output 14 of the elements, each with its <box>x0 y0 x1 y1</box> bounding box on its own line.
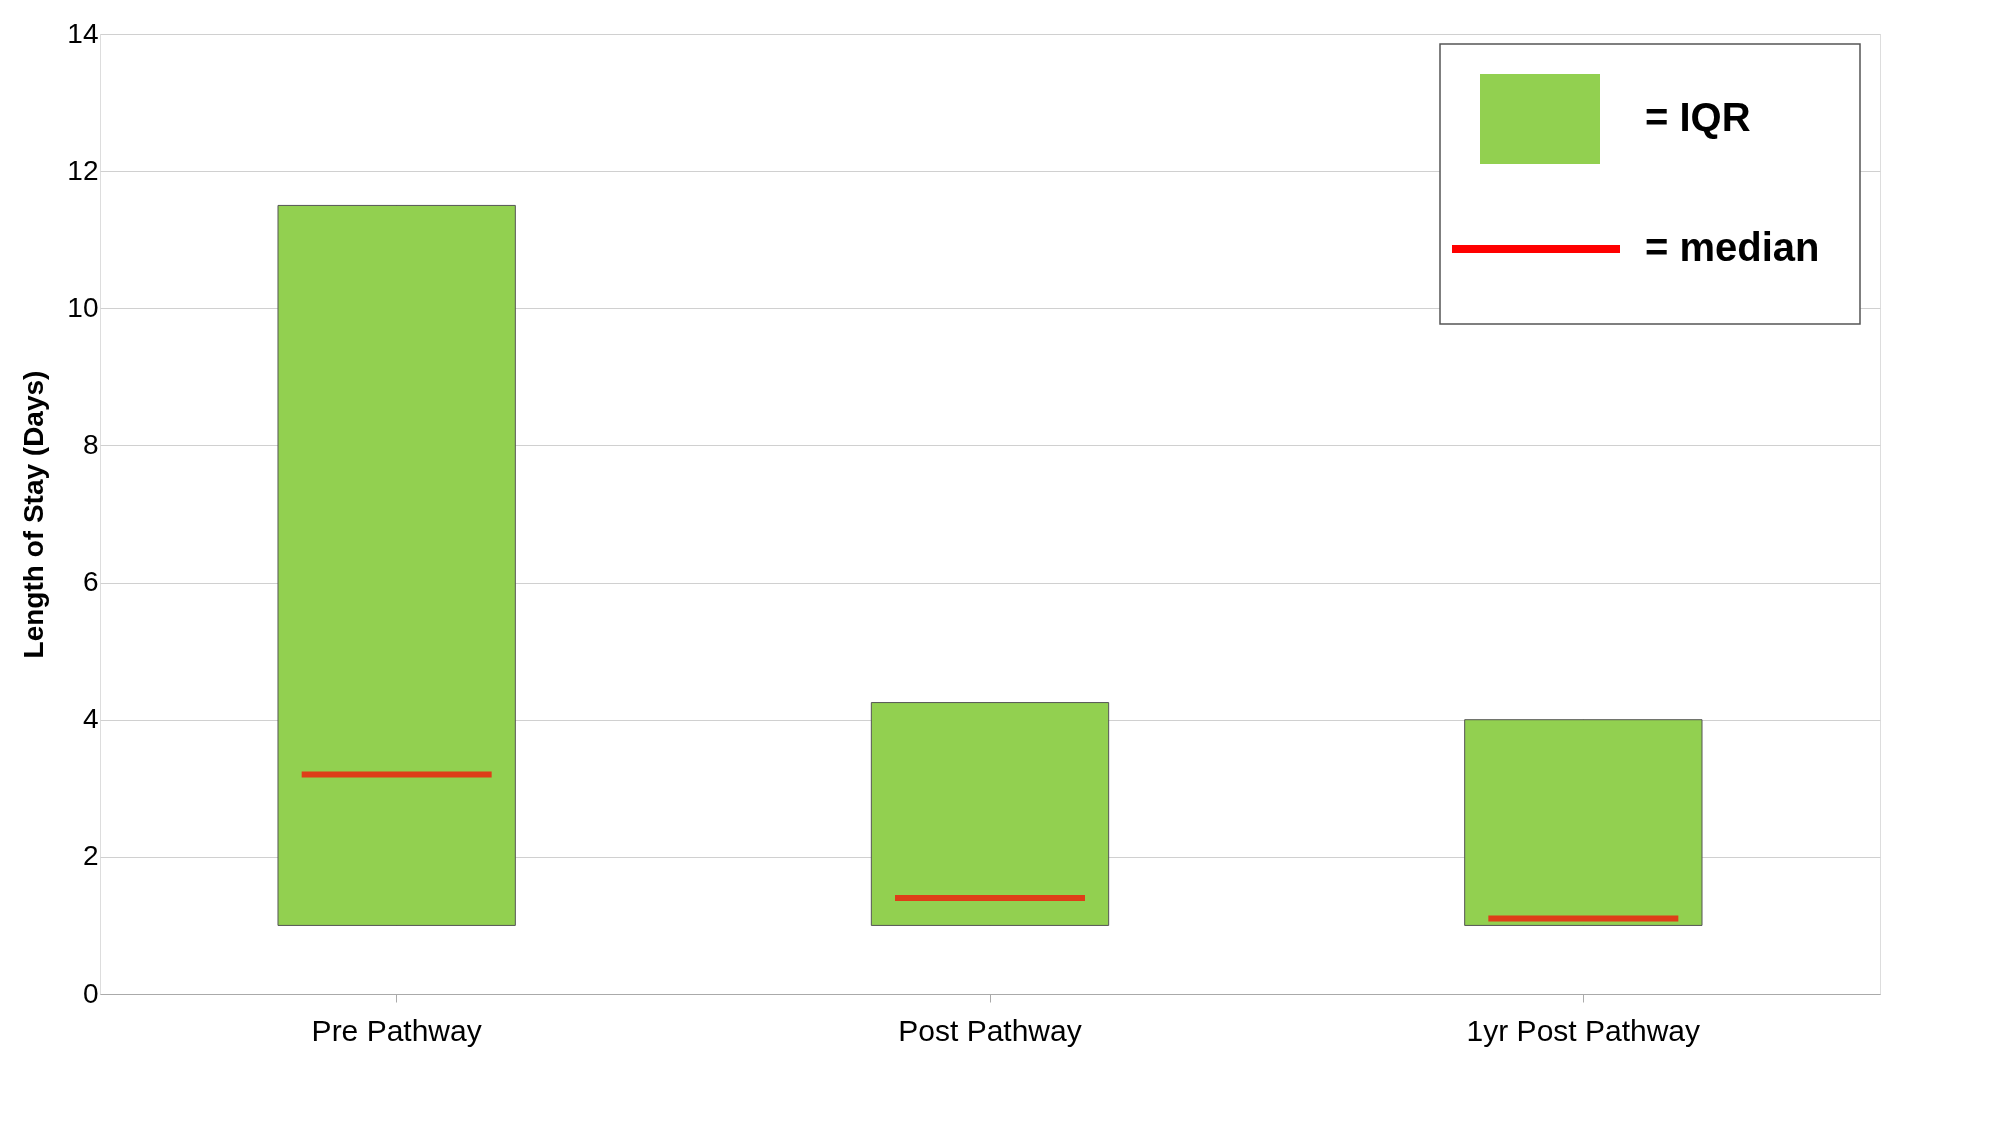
annotation: = median <box>1645 225 1820 269</box>
legend-label: = IQR <box>1645 95 1751 139</box>
y-tick-label: 12 <box>67 154 99 186</box>
y-tick-label: 14 <box>67 17 99 49</box>
x-tick-label: 1yr Post Pathway <box>1466 1013 1701 1047</box>
y-tick-label: 0 <box>82 977 99 1009</box>
y-tick-label: 6 <box>82 566 99 598</box>
x-tick-label: Pre Pathway <box>311 1013 482 1047</box>
y-tick-label: 2 <box>82 840 99 872</box>
y-axis-title: Length of Stay (Days) <box>18 370 50 659</box>
y-tick-label: 10 <box>67 291 99 323</box>
x-tick-label: Post Pathway <box>898 1013 1082 1047</box>
y-tick-label: 4 <box>82 703 99 735</box>
y-tick-label: 8 <box>82 428 99 460</box>
